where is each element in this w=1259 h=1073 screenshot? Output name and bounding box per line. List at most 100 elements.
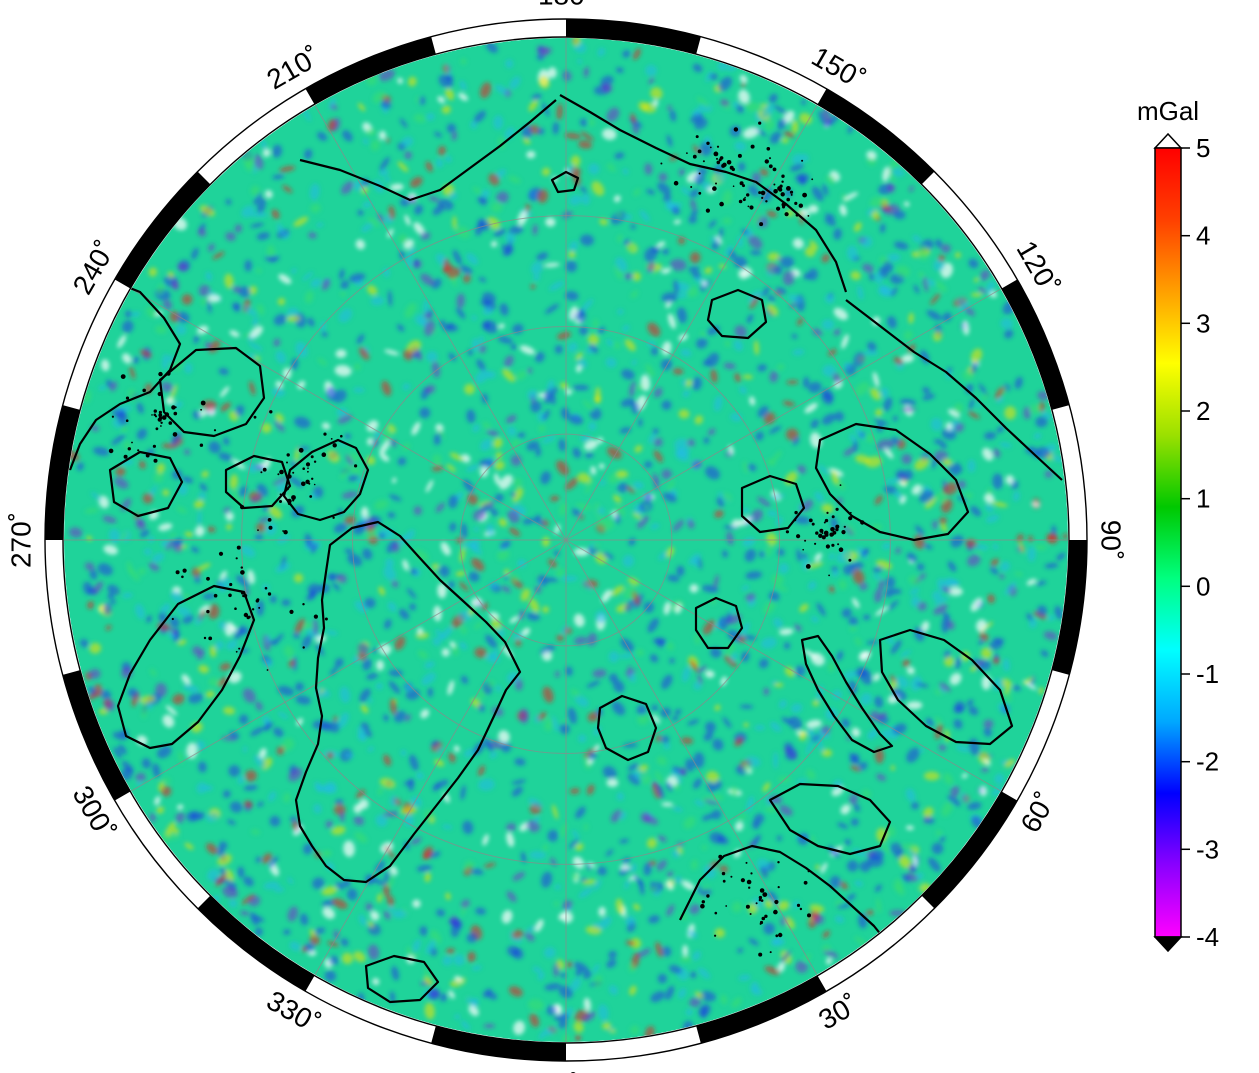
anomaly-blob [198,409,207,418]
anomaly-blob [396,324,405,332]
anomaly-blob [415,771,424,780]
anomaly-blob [526,820,540,833]
anomaly-blob [942,482,958,496]
anomaly-blob [881,205,892,211]
anomaly-blob [103,544,118,555]
anomaly-blob [276,223,285,235]
anomaly-blob [961,773,968,779]
anomaly-blob [537,971,545,981]
anomaly-blob [389,865,398,876]
anomaly-blob [339,811,345,823]
anomaly-blob [617,308,624,315]
anomaly-blob [822,930,830,939]
anomaly-blob [250,495,263,503]
anomaly-blob [788,294,803,303]
anomaly-blob [758,550,766,558]
anomaly-blob [650,87,663,100]
anomaly-blob [890,765,895,771]
anomaly-blob [914,626,925,642]
anomaly-blob [653,450,663,463]
anomaly-blob [737,235,744,248]
anomaly-blob [648,432,656,444]
anomaly-blob [307,317,315,327]
anomaly-blob [1036,605,1048,617]
anomaly-blob [277,685,295,696]
anomaly-blob [481,321,491,330]
anomaly-blob [941,616,950,633]
anomaly-blob [97,563,113,576]
anomaly-blob [473,509,486,522]
anomaly-blob [655,735,662,742]
anomaly-blob [1038,401,1045,413]
anomaly-blob [570,977,582,992]
anomaly-blob [478,344,487,353]
colorbar-gradient [1154,147,1182,938]
anomaly-blob [542,686,554,703]
anomaly-blob [1002,658,1010,672]
anomaly-blob [447,581,455,589]
anomaly-blob [531,93,542,101]
anomaly-blob [362,548,373,560]
anomaly-blob [742,374,753,380]
anomaly-blob [644,461,653,469]
anomaly-blob [552,804,559,820]
anomaly-blob [773,265,783,275]
island-speck [759,888,765,893]
anomaly-blob [852,569,865,585]
anomaly-blob [689,971,697,979]
anomaly-blob [310,543,318,554]
anomaly-blob [383,267,390,278]
anomaly-blob [671,715,679,722]
anomaly-blob [325,630,338,636]
anomaly-blob [265,634,271,643]
anomaly-blob [747,463,757,472]
anomaly-blob [326,752,334,759]
anomaly-blob [423,976,433,986]
anomaly-blob [792,238,804,249]
anomaly-blob [490,202,503,213]
island-speck [698,172,701,175]
anomaly-blob [821,319,835,330]
island-speck [835,524,840,529]
anomaly-blob [122,592,133,599]
anomaly-blob [432,454,442,464]
anomaly-blob [567,342,578,353]
anomaly-blob [512,487,524,503]
frame-segments [44,18,1088,1062]
anomaly-blob [681,737,694,745]
anomaly-blob [239,714,249,725]
anomaly-blob [661,946,672,957]
anomaly-blob [421,672,436,686]
anomaly-blob [209,645,217,658]
island-speck [131,441,133,444]
anomaly-blob [325,861,335,872]
anomaly-blob [538,75,550,89]
island-speck [228,593,232,598]
anomaly-blob [876,773,886,781]
anomaly-blob [389,494,402,502]
anomaly-blob [466,932,478,943]
anomaly-blob [551,715,559,732]
anomaly-blob [948,586,963,597]
anomaly-blob [519,345,536,355]
anomaly-blob [509,527,521,537]
anomaly-blob [480,82,492,99]
island-speck [824,518,829,523]
anomaly-blob [814,552,823,562]
anomaly-blob [619,838,629,844]
anomaly-blob [543,395,552,404]
anomaly-blob [310,493,317,499]
anomaly-blob [751,987,763,996]
anomaly-blob [984,504,994,513]
anomaly-blob [745,593,756,602]
anomaly-blob [103,602,112,616]
anomaly-blob [117,409,128,426]
anomaly-blob [494,460,505,470]
anomaly-blob [1023,406,1032,420]
anomaly-blob [256,232,270,241]
anomaly-blob [875,606,889,616]
island-speck [715,182,717,185]
anomaly-blob [206,299,212,314]
anomaly-blob [379,452,390,462]
anomaly-blob [692,63,703,73]
